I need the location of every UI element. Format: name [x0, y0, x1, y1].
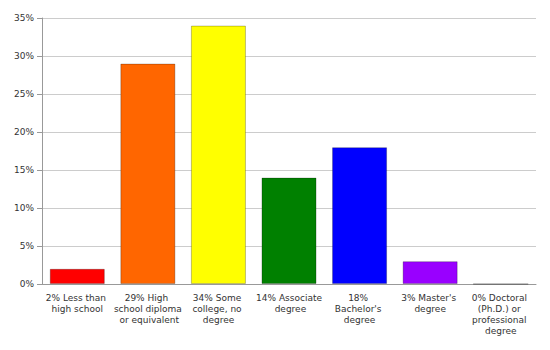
svg-text:35%: 35%: [14, 13, 34, 23]
svg-text:20%: 20%: [14, 127, 34, 137]
svg-text:29% High: 29% High: [125, 293, 171, 303]
svg-text:professional: professional: [472, 315, 529, 325]
svg-text:14% Associate: 14% Associate: [256, 293, 322, 303]
svg-text:degree: degree: [414, 304, 446, 314]
svg-text:degree: degree: [344, 315, 376, 325]
svg-text:college, no: college, no: [192, 304, 244, 314]
svg-text:3% Master's: 3% Master's: [401, 293, 459, 303]
svg-text:or equivalent: or equivalent: [117, 315, 180, 325]
svg-text:0%: 0%: [20, 279, 35, 289]
svg-text:25%: 25%: [14, 89, 34, 99]
svg-text:10%: 10%: [14, 203, 34, 213]
svg-text:degree: degree: [485, 326, 517, 336]
svg-text:0% Doctoral: 0% Doctoral: [472, 293, 530, 303]
svg-text:15%: 15%: [14, 165, 34, 175]
svg-text:(Ph.D.) or: (Ph.D.) or: [478, 304, 524, 314]
svg-text:Bachelor's: Bachelor's: [335, 304, 385, 314]
svg-text:30%: 30%: [14, 51, 34, 61]
svg-text:5%: 5%: [20, 241, 35, 251]
svg-text:high school: high school: [52, 304, 103, 314]
svg-text:degree: degree: [203, 315, 235, 325]
svg-text:school diploma: school diploma: [114, 304, 182, 314]
svg-text:18%: 18%: [348, 293, 371, 303]
svg-text:2% Less than: 2% Less than: [46, 293, 109, 303]
svg-text:degree: degree: [272, 304, 307, 314]
svg-text:34% Some: 34% Some: [193, 293, 244, 303]
